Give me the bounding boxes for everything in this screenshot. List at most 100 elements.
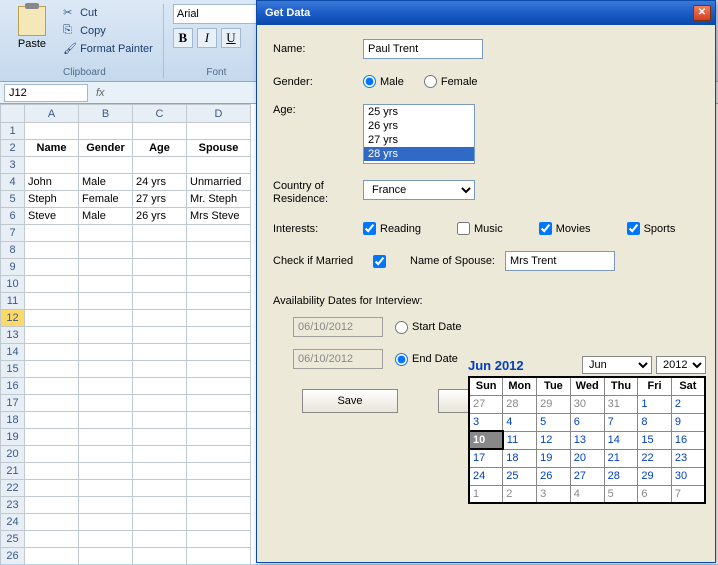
cell[interactable] (133, 463, 187, 480)
cell[interactable] (187, 293, 251, 310)
cell[interactable] (79, 412, 133, 429)
year-select[interactable]: 2012 (656, 356, 706, 374)
cell[interactable] (187, 412, 251, 429)
row-header[interactable]: 2 (1, 140, 25, 157)
calendar-day[interactable]: 21 (604, 449, 638, 467)
cell[interactable] (25, 242, 79, 259)
col-header[interactable]: C (133, 105, 187, 123)
calendar-day[interactable]: 11 (503, 431, 537, 449)
calendar-day[interactable]: 26 (537, 467, 571, 485)
underline-button[interactable]: U (221, 28, 241, 48)
cell[interactable] (25, 395, 79, 412)
cell[interactable] (133, 344, 187, 361)
titlebar[interactable]: Get Data ✕ (257, 1, 715, 25)
col-header[interactable]: A (25, 105, 79, 123)
cell[interactable] (187, 225, 251, 242)
close-icon[interactable]: ✕ (693, 5, 711, 21)
row-header[interactable]: 22 (1, 480, 25, 497)
row-header[interactable]: 12 (1, 310, 25, 327)
row-header[interactable]: 21 (1, 463, 25, 480)
cell[interactable] (79, 497, 133, 514)
cell[interactable] (25, 378, 79, 395)
cell[interactable] (25, 123, 79, 140)
cell[interactable] (187, 157, 251, 174)
row-header[interactable]: 5 (1, 191, 25, 208)
cell[interactable] (133, 378, 187, 395)
cell[interactable] (25, 259, 79, 276)
cell[interactable] (133, 276, 187, 293)
cell[interactable] (79, 446, 133, 463)
row-header[interactable]: 6 (1, 208, 25, 225)
cell[interactable] (25, 514, 79, 531)
calendar-day[interactable]: 14 (604, 431, 638, 449)
calendar-day[interactable]: 7 (604, 413, 638, 431)
calendar-day[interactable]: 9 (671, 413, 705, 431)
paste-button[interactable]: Paste (12, 4, 52, 50)
cell[interactable] (187, 310, 251, 327)
cell[interactable] (25, 412, 79, 429)
cell[interactable] (79, 429, 133, 446)
format-painter-button[interactable]: 🖌Format Painter (59, 40, 157, 58)
calendar-day[interactable]: 15 (638, 431, 671, 449)
calendar-grid[interactable]: SunMonTueWedThuFriSat2728293031123456789… (468, 376, 706, 504)
calendar-day[interactable]: 6 (638, 485, 671, 503)
copy-button[interactable]: ⎘Copy (59, 22, 157, 40)
cell[interactable] (133, 497, 187, 514)
bold-button[interactable]: B (173, 28, 193, 48)
calendar-day[interactable]: 2 (671, 395, 705, 413)
row-header[interactable]: 7 (1, 225, 25, 242)
calendar-day[interactable]: 31 (604, 395, 638, 413)
cell[interactable] (79, 361, 133, 378)
cell[interactable] (79, 276, 133, 293)
cell[interactable] (187, 446, 251, 463)
end-date-input[interactable] (293, 349, 383, 369)
male-radio[interactable]: Male (363, 75, 404, 88)
cell[interactable] (25, 327, 79, 344)
calendar-day[interactable]: 30 (570, 395, 604, 413)
data-cell[interactable]: 27 yrs (133, 191, 187, 208)
cell[interactable] (187, 123, 251, 140)
cell[interactable] (187, 378, 251, 395)
cell[interactable] (25, 548, 79, 565)
cell[interactable] (133, 259, 187, 276)
row-header[interactable]: 8 (1, 242, 25, 259)
cell[interactable] (187, 429, 251, 446)
data-cell[interactable]: Steve (25, 208, 79, 225)
row-header[interactable]: 24 (1, 514, 25, 531)
cell[interactable] (133, 480, 187, 497)
cell[interactable] (133, 242, 187, 259)
row-header[interactable]: 26 (1, 548, 25, 565)
row-header[interactable]: 16 (1, 378, 25, 395)
age-option[interactable]: 28 yrs (364, 147, 474, 161)
start-date-radio[interactable]: Start Date (395, 321, 462, 334)
country-select[interactable]: France (363, 180, 475, 200)
cell[interactable] (187, 531, 251, 548)
row-header[interactable]: 1 (1, 123, 25, 140)
cell[interactable] (187, 497, 251, 514)
music-checkbox[interactable]: Music (457, 222, 503, 235)
cell[interactable] (25, 463, 79, 480)
cell[interactable] (79, 293, 133, 310)
cell[interactable] (133, 327, 187, 344)
cell[interactable] (79, 395, 133, 412)
calendar-day[interactable]: 4 (570, 485, 604, 503)
cell[interactable] (79, 548, 133, 565)
cell[interactable] (25, 531, 79, 548)
cell[interactable] (187, 480, 251, 497)
calendar-day[interactable]: 25 (503, 467, 537, 485)
data-cell[interactable]: 24 yrs (133, 174, 187, 191)
cell[interactable] (133, 310, 187, 327)
header-cell[interactable]: Spouse (187, 140, 251, 157)
sports-checkbox[interactable]: Sports (627, 222, 676, 235)
reading-checkbox[interactable]: Reading (363, 222, 421, 235)
row-header[interactable]: 9 (1, 259, 25, 276)
cell[interactable] (187, 395, 251, 412)
cell[interactable] (25, 480, 79, 497)
row-header[interactable]: 13 (1, 327, 25, 344)
calendar-day[interactable]: 17 (469, 449, 503, 467)
cell[interactable] (133, 361, 187, 378)
save-button[interactable]: Save (302, 389, 398, 413)
cell[interactable] (133, 548, 187, 565)
calendar-day[interactable]: 12 (537, 431, 571, 449)
calendar-day[interactable]: 3 (537, 485, 571, 503)
